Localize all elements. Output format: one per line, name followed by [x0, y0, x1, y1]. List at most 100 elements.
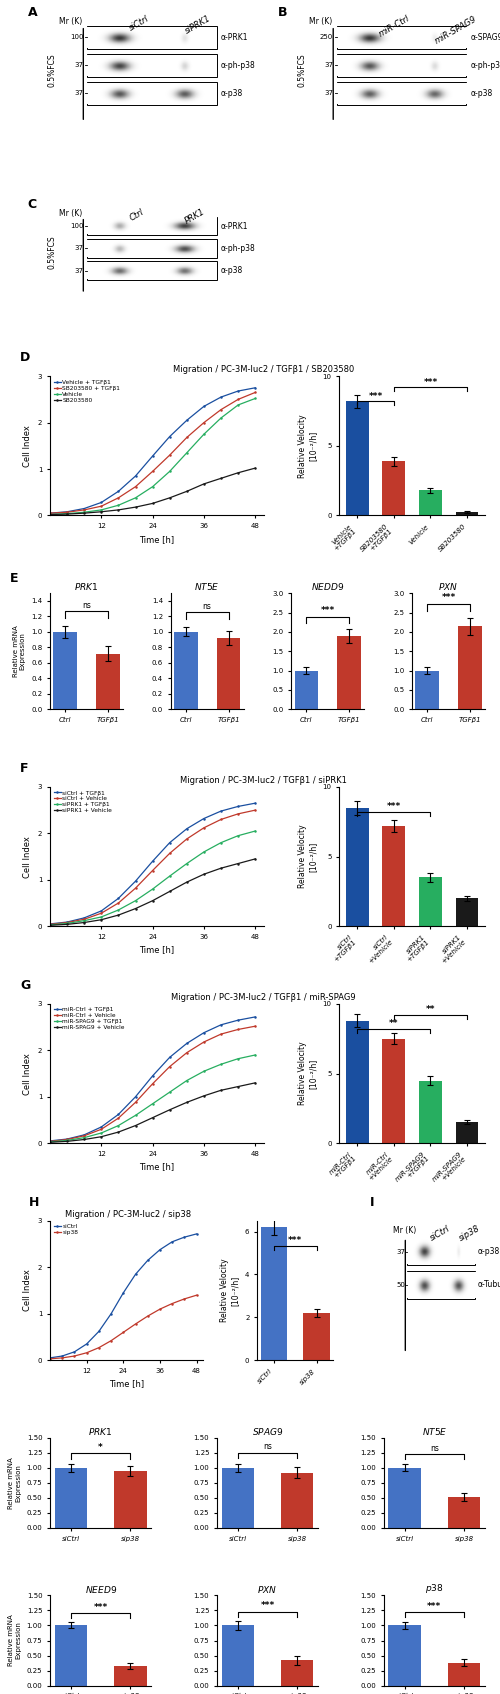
Title: $\it{NT5E}$: $\it{NT5E}$ — [422, 1426, 447, 1437]
siCtrl — [132, 1264, 138, 1284]
Text: siPRK1: siPRK1 — [184, 14, 212, 36]
X-axis label: Time [h]: Time [h] — [140, 1162, 174, 1172]
Line: miR-Ctrl + Vehicle: miR-Ctrl + Vehicle — [49, 1025, 256, 1143]
siPRK1 + TGFβ1 — [47, 915, 53, 935]
Bar — [337, 25, 466, 49]
SB203580 + TGFβ1 — [47, 503, 53, 523]
Y-axis label: Relative Velocity
[10⁻²/h]: Relative Velocity [10⁻²/h] — [220, 1259, 240, 1323]
miR-SPAG9 + Vehicle — [184, 1093, 190, 1113]
miR-Ctrl + TGFβ1 — [81, 1125, 87, 1145]
Text: α-p38: α-p38 — [220, 266, 242, 274]
SB203580 + TGFβ1 — [235, 390, 241, 410]
miR-SPAG9 + TGFβ1 — [98, 1123, 104, 1143]
Y-axis label: Cell Index: Cell Index — [24, 1269, 32, 1311]
miR-Ctrl + TGFβ1 — [184, 1033, 190, 1054]
Text: ***: *** — [442, 593, 456, 601]
SB203580 — [201, 474, 207, 495]
Title: $\it{NT5E}$: $\it{NT5E}$ — [194, 581, 220, 593]
Text: B: B — [278, 7, 287, 19]
siCtrl + TGFβ1 — [132, 871, 138, 891]
Bar — [54, 1626, 87, 1686]
sip38 — [132, 1315, 138, 1335]
Line: siPRK1 + Vehicle: siPRK1 + Vehicle — [49, 857, 256, 927]
Legend: miR-Ctrl + TGFβ1, miR-Ctrl + Vehicle, miR-SPAG9 + TGFβ1, miR-SPAG9 + Vehicle: miR-Ctrl + TGFβ1, miR-Ctrl + Vehicle, mi… — [53, 1006, 126, 1032]
Legend: siCtrl, sip38: siCtrl, sip38 — [53, 1223, 79, 1237]
Bar — [87, 81, 216, 105]
SB203580 + TGFβ1 — [166, 446, 172, 466]
Vehicle + TGFβ1 — [235, 381, 241, 401]
SB203580 — [184, 481, 190, 501]
Title: Migration / PC-3M-luc2 / TGFβ1 / miR-SPAG9: Migration / PC-3M-luc2 / TGFβ1 / miR-SPA… — [172, 993, 356, 1001]
Text: 100: 100 — [70, 224, 84, 229]
siPRK1 + Vehicle — [201, 864, 207, 884]
siPRK1 + TGFβ1 — [116, 900, 121, 920]
Bar — [304, 1313, 330, 1360]
miR-Ctrl + TGFβ1 — [47, 1130, 53, 1150]
siPRK1 + Vehicle — [81, 913, 87, 933]
siCtrl — [108, 1304, 114, 1325]
SB203580 — [235, 462, 241, 483]
Vehicle — [235, 395, 241, 415]
Text: ns: ns — [430, 1443, 439, 1453]
Vehicle — [252, 388, 258, 408]
siCtrl + TGFβ1 — [64, 911, 70, 932]
siCtrl — [120, 1282, 126, 1303]
Line: siPRK1 + TGFβ1: siPRK1 + TGFβ1 — [49, 830, 256, 927]
siCtrl — [84, 1333, 89, 1354]
miR-SPAG9 + TGFβ1 — [235, 1049, 241, 1069]
X-axis label: Time [h]: Time [h] — [140, 945, 174, 954]
SB203580 — [98, 501, 104, 522]
siCtrl + TGFβ1 — [81, 908, 87, 928]
Bar — [346, 401, 368, 515]
miR-Ctrl + TGFβ1 — [132, 1086, 138, 1106]
Bar — [87, 54, 216, 76]
Bar — [456, 512, 478, 515]
sip38 — [108, 1330, 114, 1350]
Bar — [281, 1660, 314, 1686]
sip38 — [194, 1286, 200, 1306]
siPRK1 + Vehicle — [132, 898, 138, 918]
Bar — [217, 639, 240, 710]
Text: F: F — [20, 762, 28, 774]
X-axis label: Time [h]: Time [h] — [109, 1379, 144, 1389]
Bar — [96, 654, 120, 710]
Bar — [382, 827, 405, 927]
SB203580 + TGFβ1 — [98, 496, 104, 517]
Bar — [87, 25, 216, 49]
miR-Ctrl + TGFβ1 — [166, 1047, 172, 1067]
Title: $\it{PRK1}$: $\it{PRK1}$ — [88, 1426, 113, 1437]
Text: **: ** — [426, 1005, 435, 1015]
Title: Migration / PC-3M-luc2 / TGFβ1 / SB203580: Migration / PC-3M-luc2 / TGFβ1 / SB20358… — [173, 364, 354, 374]
Title: $\it{NEED9}$: $\it{NEED9}$ — [84, 1584, 116, 1594]
Title: $\it{PXN}$: $\it{PXN}$ — [438, 581, 458, 593]
Line: siCtrl + TGFβ1: siCtrl + TGFβ1 — [49, 801, 256, 925]
Text: H: H — [28, 1196, 39, 1210]
miR-Ctrl + TGFβ1 — [235, 1010, 241, 1030]
Text: miR-Ctrl: miR-Ctrl — [378, 14, 412, 39]
Vehicle + TGFβ1 — [201, 396, 207, 417]
Vehicle — [218, 408, 224, 429]
Text: A: A — [28, 7, 38, 19]
siPRK1 + Vehicle — [218, 859, 224, 879]
Vehicle — [64, 503, 70, 523]
miR-SPAG9 + Vehicle — [47, 1132, 53, 1152]
Text: ns: ns — [82, 601, 91, 610]
siPRK1 + Vehicle — [98, 910, 104, 930]
siCtrl — [169, 1232, 175, 1252]
miR-SPAG9 + TGFβ1 — [166, 1082, 172, 1103]
Text: α-Tubulin: α-Tubulin — [477, 1281, 500, 1289]
Line: miR-SPAG9 + Vehicle: miR-SPAG9 + Vehicle — [49, 1081, 256, 1143]
Text: 0.5%FCS: 0.5%FCS — [297, 53, 306, 86]
SB203580 — [64, 503, 70, 523]
Text: D: D — [20, 351, 30, 364]
Y-axis label: Relative Velocity
[10⁻²/h]: Relative Velocity [10⁻²/h] — [298, 825, 317, 888]
Bar — [456, 898, 478, 927]
SB203580 + TGFβ1 — [116, 488, 121, 508]
Y-axis label: Relative mRNA
Expression: Relative mRNA Expression — [8, 1457, 21, 1509]
siPRK1 + TGFβ1 — [132, 891, 138, 911]
siCtrl — [96, 1321, 102, 1342]
miR-Ctrl + Vehicle — [81, 1125, 87, 1145]
sip38 — [144, 1306, 150, 1326]
Bar — [388, 1469, 421, 1528]
siCtrl + Vehicle — [166, 844, 172, 864]
